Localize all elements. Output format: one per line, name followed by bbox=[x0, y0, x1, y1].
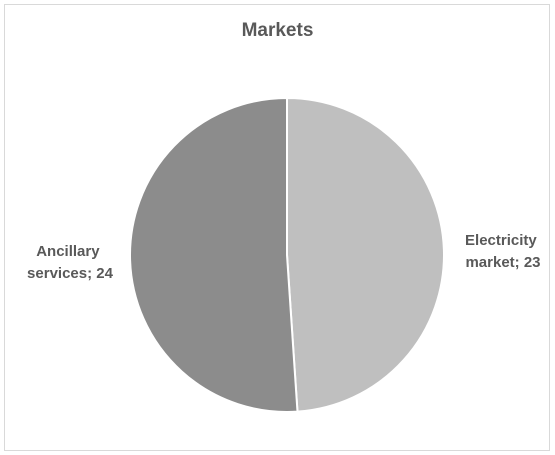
chart-title: Markets bbox=[241, 20, 314, 41]
pie-slices bbox=[128, 96, 445, 413]
slice-labels: Electricity market; 23 Ancillary service… bbox=[27, 232, 541, 282]
slice-label-ancillary-services: Ancillary services; 24 bbox=[27, 243, 114, 282]
pie-slice-ancillary-services bbox=[128, 96, 299, 413]
pie-slice-electricity-market bbox=[286, 96, 445, 413]
slice-label-electricity-market: Electricity market; 23 bbox=[465, 232, 541, 271]
